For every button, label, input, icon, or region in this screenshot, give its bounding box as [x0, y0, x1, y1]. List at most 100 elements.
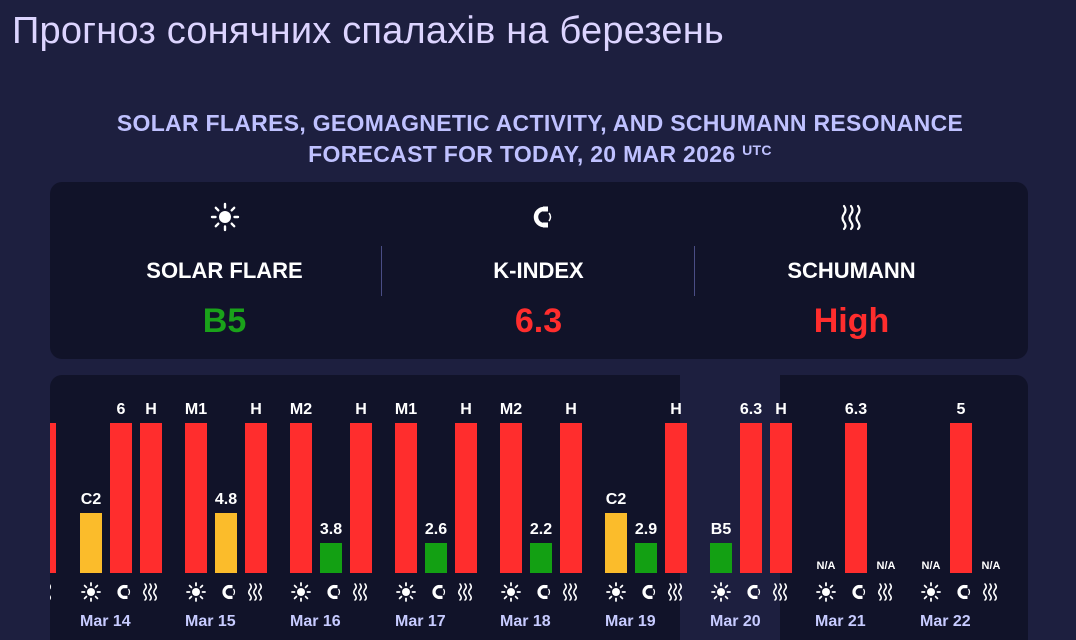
flare-na-label: N/A: [922, 560, 941, 572]
flare-bar: [710, 543, 732, 573]
waves-icon: [982, 583, 998, 601]
subtitle-line-1: SOLAR FLARES, GEOMAGNETIC ACTIVITY, AND …: [116, 110, 964, 136]
schumann-bar: [140, 423, 162, 573]
kindex-bar: [530, 543, 552, 573]
current-summary-panel: SOLAR FLARE B5 K-INDEX 6.3 SCHU: [50, 182, 1028, 359]
sun-icon: [921, 582, 941, 602]
kindex-value-label: 6.3: [845, 401, 867, 418]
schumann-value-label: H: [250, 401, 262, 418]
waves-icon: [142, 583, 158, 601]
utc-marker: UTC: [742, 142, 772, 158]
waves-icon: [695, 202, 1008, 232]
schumann-value-label: H: [565, 401, 577, 418]
kindex-value-label: 2.2: [530, 521, 552, 538]
kindex-bar: [950, 423, 972, 573]
schumann-bar: [665, 423, 687, 573]
waves-icon: [667, 583, 683, 601]
sun-icon: [62, 202, 387, 232]
kindex-bar: [635, 543, 657, 573]
schumann-value-label: H: [670, 401, 682, 418]
kindex-bar: [320, 543, 342, 573]
schumann-summary: SCHUMANN High: [695, 182, 1008, 359]
schumann-na-label: N/A: [877, 560, 896, 572]
k-index-label: K-INDEX: [493, 258, 584, 283]
kindex-bar: [425, 543, 447, 573]
flare-value-label: C2: [606, 491, 627, 508]
schumann-value-label: H: [460, 401, 472, 418]
flare-bar: [605, 513, 627, 573]
sun-icon: [816, 582, 836, 602]
date-label: Mar 18: [500, 613, 551, 630]
kindex-bar: [215, 513, 237, 573]
sun-icon: [81, 582, 101, 602]
sun-icon: [606, 582, 626, 602]
prev-day-schumann-label: H: [50, 395, 51, 412]
magnet-icon: [642, 584, 656, 600]
sun-icon: [186, 582, 206, 602]
flare-value-label: C2: [81, 491, 102, 508]
flare-bar: [290, 423, 312, 573]
kindex-value-label: 2.9: [635, 521, 657, 538]
date-label: Mar 17: [395, 613, 446, 630]
magnet-icon: [957, 584, 971, 600]
schumann-bar: [560, 423, 582, 573]
magnet-icon: [222, 584, 236, 600]
page-title: Прогноз сонячних спалахів на березень: [12, 10, 724, 52]
schumann-value: High: [813, 302, 890, 340]
kindex-value-label: 6.3: [740, 401, 762, 418]
waves-icon: [352, 583, 368, 601]
flare-value-label: M1: [185, 401, 207, 418]
subtitle-line-2: FORECAST FOR TODAY, 20 MAR 2026 UTC: [50, 139, 1030, 170]
magnet-icon: [537, 584, 551, 600]
today-highlight: [680, 375, 780, 640]
date-label: Mar 19: [605, 613, 656, 630]
schumann-value-label: H: [775, 401, 787, 418]
magnet-icon: [117, 584, 131, 600]
flare-bar: [395, 423, 417, 573]
schumann-label: SCHUMANN: [787, 258, 916, 283]
flare-bar: [80, 513, 102, 573]
date-label: Mar 14: [80, 613, 131, 630]
k-index-value: 6.3: [514, 302, 563, 340]
forecast-subtitle: SOLAR FLARES, GEOMAGNETIC ACTIVITY, AND …: [50, 108, 1030, 170]
kindex-value-label: 5: [957, 401, 966, 418]
kindex-value-label: 2.6: [425, 521, 447, 538]
schumann-value-label: H: [355, 401, 367, 418]
flare-bar: [185, 423, 207, 573]
flare-value-label: B5: [711, 521, 732, 538]
date-label: Mar 22: [920, 613, 971, 630]
date-label: Mar 21: [815, 613, 866, 630]
waves-icon: [772, 583, 788, 601]
prev-day-schumann-bar: [50, 423, 56, 573]
magnet-icon: [432, 584, 446, 600]
kindex-bar: [110, 423, 132, 573]
flare-value-label: M2: [500, 401, 522, 418]
sun-icon: [711, 582, 731, 602]
date-label: Mar 20: [710, 613, 761, 630]
schumann-bar: [455, 423, 477, 573]
summary-divider: [694, 246, 695, 296]
magnet-icon: [382, 202, 695, 232]
forecast-bar-chart: H C2 6 H Mar 14 M1 4.8 H Mar 15 M2 3.8 H Mar 16 M1 2.6…: [50, 375, 1001, 640]
flare-value-label: M1: [395, 401, 417, 418]
sun-icon: [501, 582, 521, 602]
solar-flare-summary: SOLAR FLARE B5: [62, 182, 387, 359]
k-index-summary: K-INDEX 6.3: [382, 182, 695, 359]
kindex-bar: [740, 423, 762, 573]
schumann-bar: [245, 423, 267, 573]
kindex-value-label: 4.8: [215, 491, 237, 508]
kindex-value-label: 3.8: [320, 521, 342, 538]
flare-value-label: M2: [290, 401, 312, 418]
flare-na-label: N/A: [817, 560, 836, 572]
solar-flare-value: B5: [202, 302, 247, 340]
flare-bar: [500, 423, 522, 573]
waves-icon: [877, 583, 893, 601]
forecast-chart[interactable]: H C2 6 H Mar 14 M1 4.8 H Mar 15 M2 3.8 H Mar 16 M1 2.6…: [50, 375, 1028, 640]
magnet-icon: [327, 584, 341, 600]
schumann-na-label: N/A: [982, 560, 1001, 572]
date-label: Mar 16: [290, 613, 341, 630]
schumann-bar: [770, 423, 792, 573]
sun-icon: [291, 582, 311, 602]
waves-icon: [247, 583, 263, 601]
schumann-bar: [350, 423, 372, 573]
